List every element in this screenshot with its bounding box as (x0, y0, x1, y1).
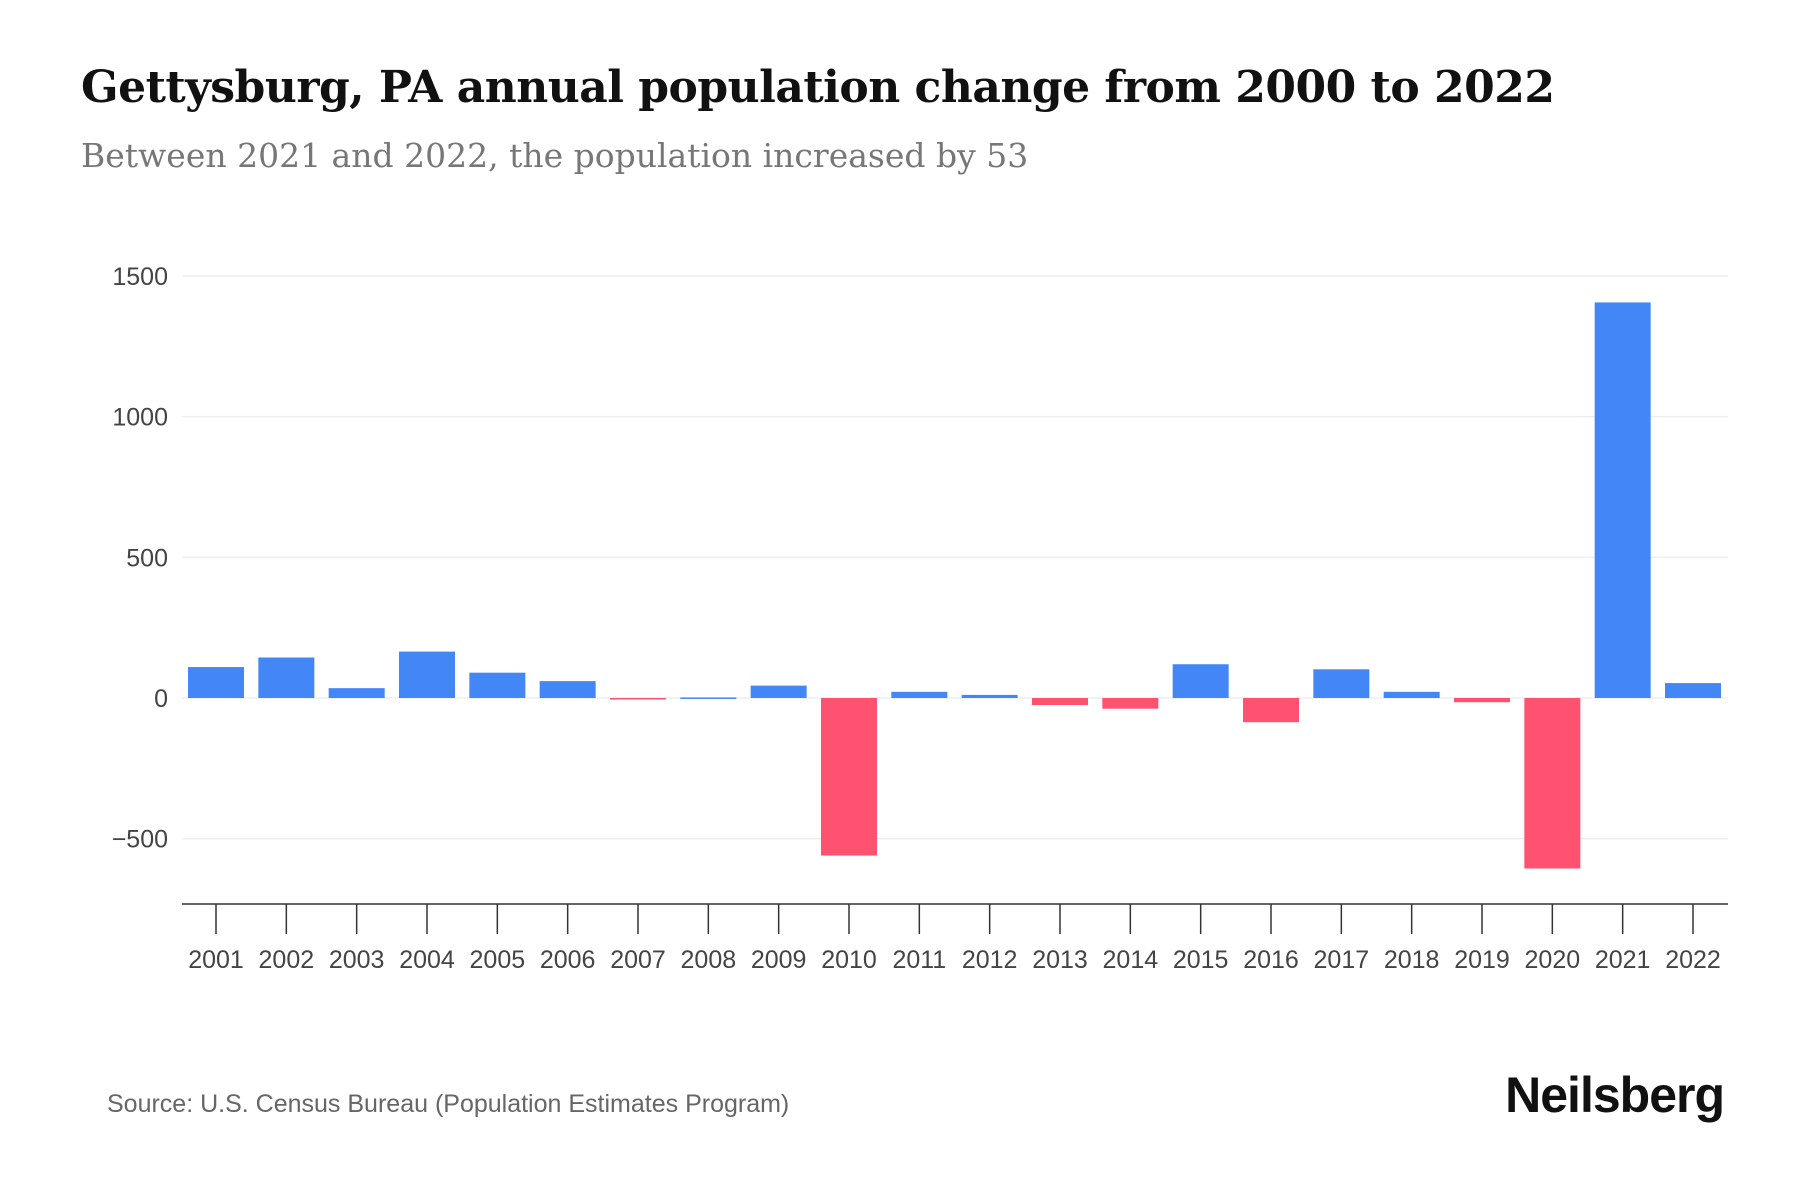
x-tick-label: 2008 (681, 946, 737, 974)
bar-2014 (1102, 698, 1159, 709)
x-tick-label: 2021 (1595, 946, 1651, 974)
bar-2006 (539, 681, 596, 698)
bar-2003 (328, 688, 385, 698)
bar-2012 (961, 694, 1018, 698)
chart-subtitle: Between 2021 and 2022, the population in… (81, 136, 1029, 175)
x-tick-label: 2001 (188, 946, 244, 974)
x-tick-label: 2010 (821, 946, 877, 974)
bar-2002 (258, 657, 315, 698)
x-tick-label: 2002 (259, 946, 315, 974)
x-tick-label: 2017 (1314, 946, 1370, 974)
y-tick-label: −500 (112, 826, 168, 854)
bar-2007 (610, 698, 666, 700)
x-tick-label: 2012 (962, 946, 1018, 974)
bar-2013 (1032, 698, 1088, 706)
bar-2005 (469, 672, 526, 698)
bar-2001 (188, 667, 244, 698)
y-tick-label: 1000 (112, 404, 168, 432)
bar-2008 (680, 697, 737, 699)
bar-2017 (1313, 669, 1370, 698)
x-tick-label: 2019 (1454, 946, 1510, 974)
bar-2019 (1454, 698, 1510, 703)
bar-2021 (1594, 302, 1651, 698)
y-tick-label: 1500 (112, 263, 168, 291)
bar-2010 (821, 698, 877, 856)
y-tick-label: 0 (154, 685, 168, 713)
source-note: Source: U.S. Census Bureau (Population E… (107, 1090, 790, 1118)
bar-2011 (891, 691, 948, 698)
x-tick-label: 2016 (1243, 946, 1299, 974)
bar-2004 (399, 651, 455, 698)
x-tick-label: 2003 (329, 946, 385, 974)
neilsberg-logo: Neilsberg (1505, 1067, 1725, 1123)
x-tick-label: 2011 (892, 946, 946, 974)
x-tick-label: 2014 (1103, 946, 1159, 974)
bar-2022 (1665, 683, 1721, 698)
bar-2018 (1383, 691, 1440, 698)
bar-2016 (1243, 698, 1299, 723)
bar-2015 (1172, 664, 1229, 698)
x-tick-label: 2007 (610, 946, 666, 974)
x-tick-label: 2018 (1384, 946, 1440, 974)
x-tick-label: 2015 (1173, 946, 1229, 974)
chart-title: Gettysburg, PA annual population change … (81, 62, 1555, 113)
bar-2020 (1524, 698, 1581, 869)
x-tick-label: 2020 (1525, 946, 1581, 974)
bar-2009 (750, 685, 807, 698)
y-tick-label: 500 (126, 544, 168, 572)
x-tick-label: 2022 (1665, 946, 1721, 974)
x-tick-label: 2013 (1032, 946, 1088, 974)
x-tick-label: 2005 (470, 946, 526, 974)
x-tick-label: 2004 (399, 946, 455, 974)
x-tick-label: 2009 (751, 946, 807, 974)
x-tick-label: 2006 (540, 946, 596, 974)
